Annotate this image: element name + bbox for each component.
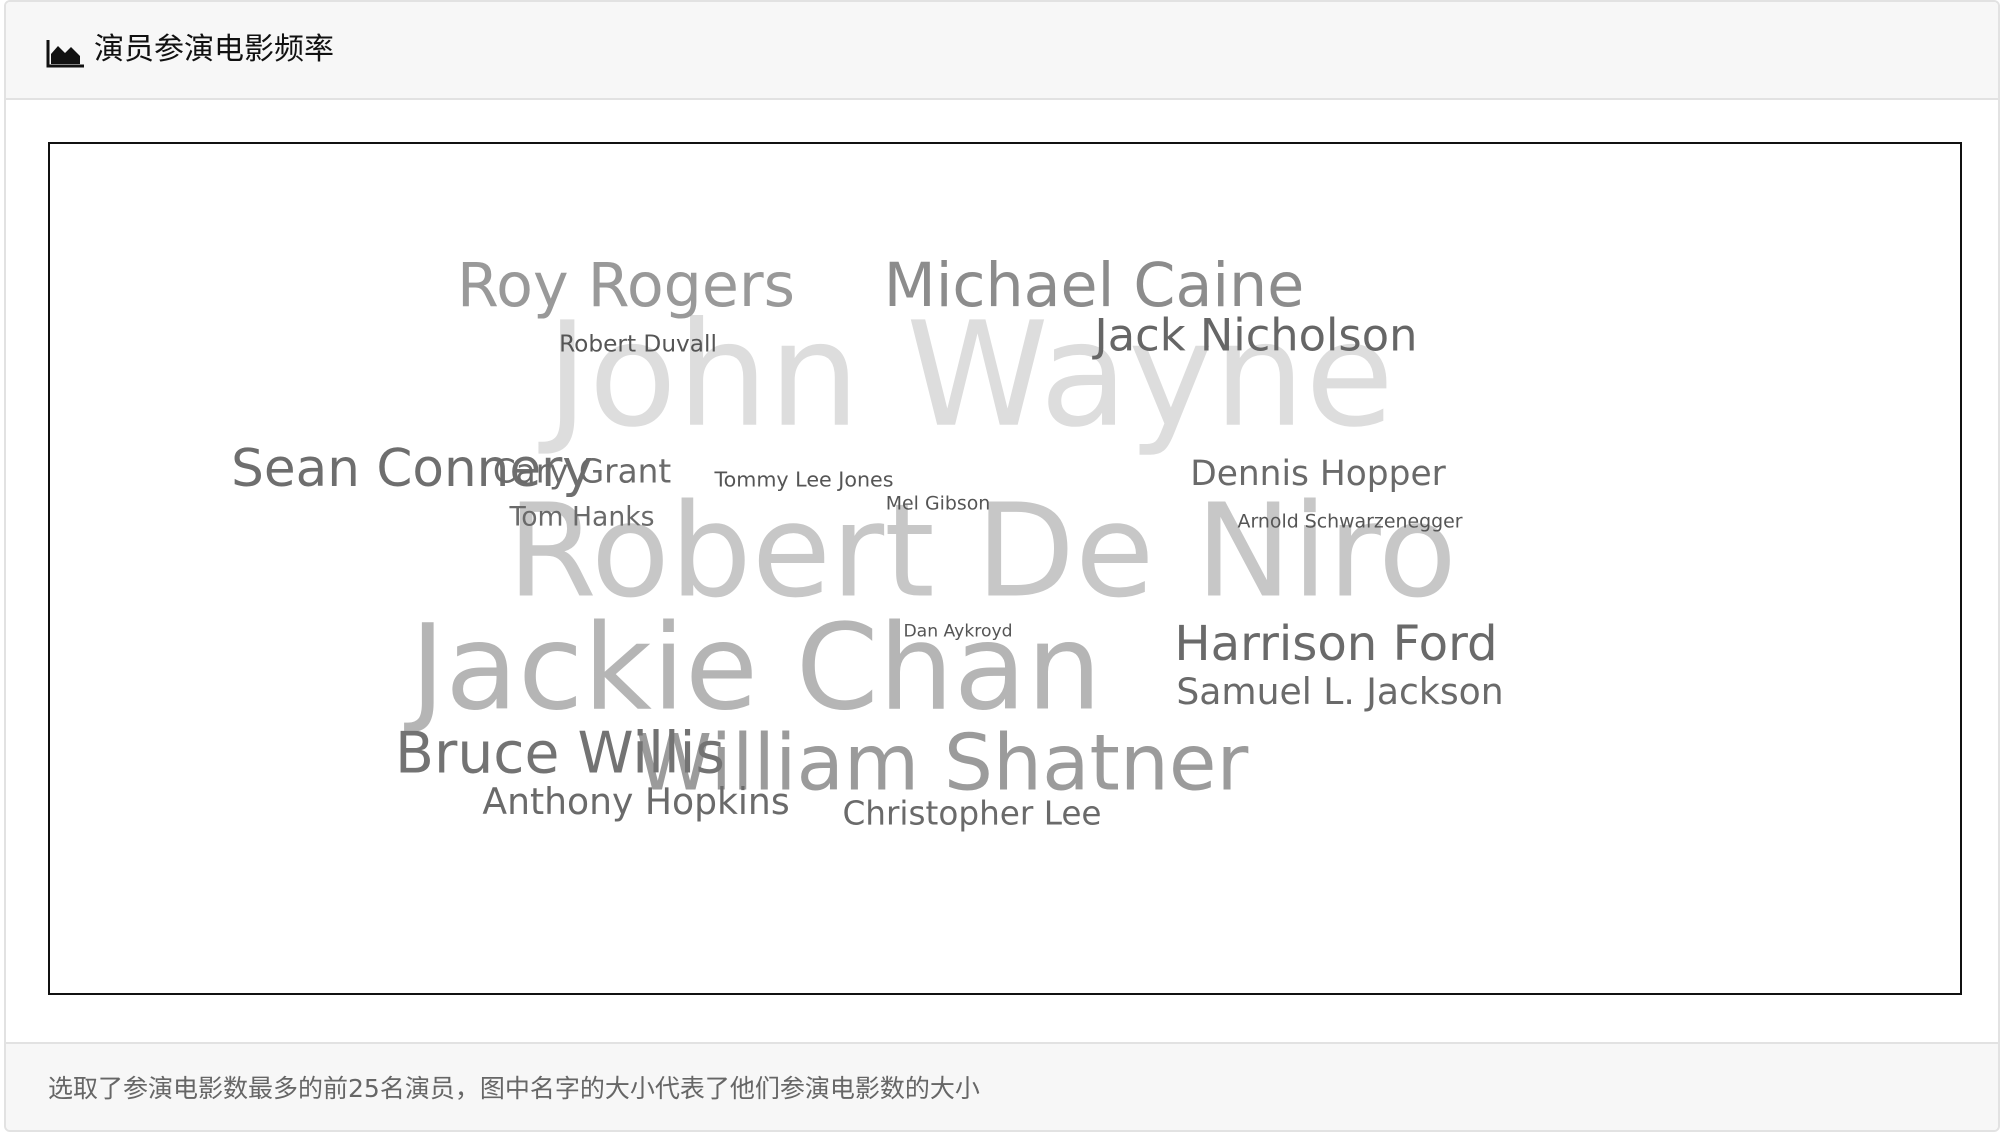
footer-description: 选取了参演电影数最多的前25名演员，图中名字的大小代表了他们参演电影数的大小 xyxy=(48,1074,980,1103)
card-header: 演员参演电影频率 xyxy=(6,2,1998,100)
word-cary-grant: Cary Grant xyxy=(492,452,672,491)
word-bruce-willis: Bruce Willis xyxy=(395,720,725,787)
word-william-shatner: William Shatner xyxy=(635,718,1249,809)
word-sean-connery: Sean Connery xyxy=(231,439,593,500)
word-christopher-lee: Christopher Lee xyxy=(842,794,1102,833)
word-tom-hanks: Tom Hanks xyxy=(509,501,655,533)
card-footer: 选取了参演电影数最多的前25名演员，图中名字的大小代表了他们参演电影数的大小 xyxy=(6,1042,1998,1130)
word-robert-duvall: Robert Duvall xyxy=(559,330,717,358)
word-dennis-hopper: Dennis Hopper xyxy=(1190,453,1446,494)
word-cloud: John Wayne Robert De Niro Jackie Chan Wi… xyxy=(48,142,1962,995)
word-michael-caine: Michael Caine xyxy=(883,250,1305,321)
word-roy-rogers: Roy Rogers xyxy=(457,250,795,321)
word-jackie-chan: Jackie Chan xyxy=(410,598,1102,737)
word-samuel-l-jackson: Samuel L. Jackson xyxy=(1176,669,1504,713)
word-tommy-lee-jones: Tommy Lee Jones xyxy=(714,467,894,492)
actor-frequency-card: 演员参演电影频率 John Wayne Robert De Niro Jacki… xyxy=(4,0,2000,1132)
word-harrison-ford: Harrison Ford xyxy=(1174,615,1498,672)
word-robert-de-niro: Robert De Niro xyxy=(507,476,1457,627)
word-dan-aykroyd: Dan Aykroyd xyxy=(903,621,1013,642)
word-john-wayne: John Wayne xyxy=(545,291,1395,460)
card-title: 演员参演电影频率 xyxy=(94,32,334,67)
word-mel-gibson: Mel Gibson xyxy=(885,492,991,515)
word-jack-nicholson: Jack Nicholson xyxy=(1094,308,1418,362)
word-anthony-hopkins: Anthony Hopkins xyxy=(482,779,790,823)
area-chart-icon xyxy=(46,40,84,68)
word-arnold-schwarzenegger: Arnold Schwarzenegger xyxy=(1237,510,1463,533)
